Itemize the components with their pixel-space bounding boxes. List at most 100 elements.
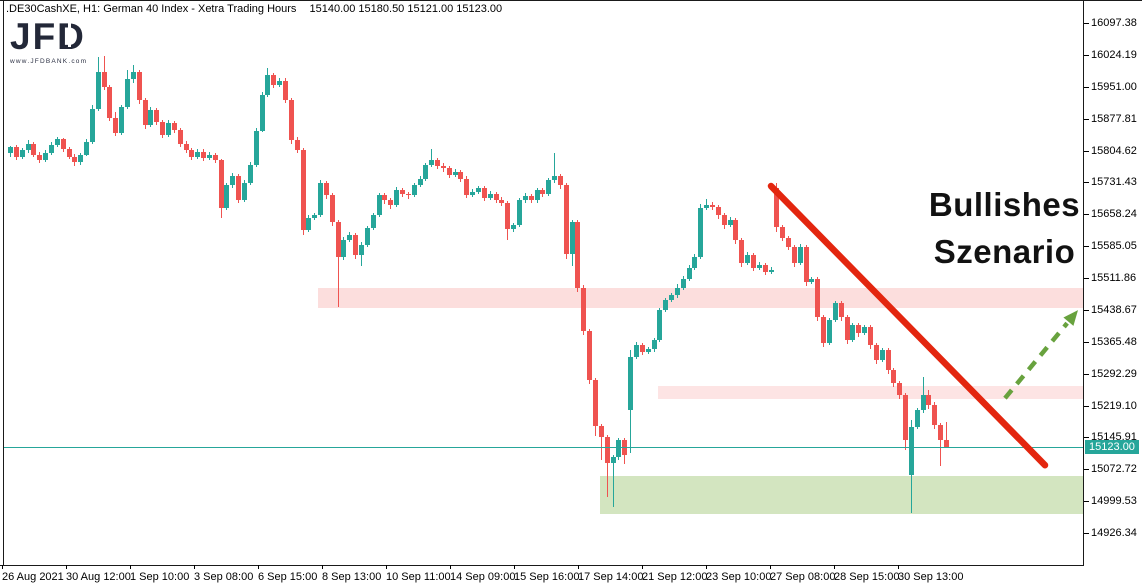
time-axis-label: 10 Sep 11:00 xyxy=(386,571,451,583)
candle xyxy=(470,191,476,196)
candle xyxy=(347,235,353,240)
price-axis-label: 16024.19 xyxy=(1091,48,1137,61)
candle xyxy=(388,200,394,206)
candle xyxy=(458,172,464,179)
candle xyxy=(318,182,324,216)
price-axis-tick xyxy=(1084,469,1089,471)
candle xyxy=(446,168,452,176)
candle xyxy=(774,187,780,227)
candle xyxy=(944,439,949,448)
candle xyxy=(593,380,598,427)
candle xyxy=(745,254,751,264)
candle xyxy=(867,327,873,346)
time-axis-tick xyxy=(898,565,899,569)
time-axis-label: 21 Sep 12:00 xyxy=(642,571,708,583)
candle xyxy=(206,154,212,158)
price-axis-tick xyxy=(1084,23,1089,24)
candle xyxy=(505,203,511,229)
candle xyxy=(780,226,786,238)
price-axis-tick xyxy=(1084,533,1089,534)
candle xyxy=(686,267,692,279)
candle xyxy=(247,165,253,183)
time-axis-label: 23 Sep 10:00 xyxy=(706,571,772,583)
price-axis-tick xyxy=(1084,214,1089,216)
candle xyxy=(750,254,756,268)
price-axis[interactable]: 15123.00 16097.38 16024.19 15951.00 15877.8… xyxy=(1084,0,1142,565)
candle xyxy=(294,139,300,150)
time-axis-tick xyxy=(450,565,451,569)
candle xyxy=(710,205,715,208)
candle xyxy=(183,143,189,150)
price-axis-label: 15585.05 xyxy=(1091,240,1137,253)
candle xyxy=(165,122,171,136)
scenario-annotation-line2: Szenario xyxy=(933,233,1076,270)
time-axis-tick xyxy=(706,565,707,569)
candle xyxy=(493,193,499,200)
candle xyxy=(552,176,558,181)
price-axis-label: 15877.81 xyxy=(1091,112,1137,125)
price-axis-tick xyxy=(1084,341,1089,343)
resistance-zone-upper[interactable] xyxy=(318,287,1083,308)
price-axis-tick xyxy=(1084,182,1089,184)
candle xyxy=(481,188,487,199)
candle-wick xyxy=(554,153,556,183)
candle xyxy=(563,185,569,254)
price-axis-tick xyxy=(1084,246,1089,248)
candle xyxy=(107,87,113,118)
candle xyxy=(282,80,288,100)
price-axis-label: 15072.72 xyxy=(1091,463,1137,476)
candle xyxy=(791,247,797,264)
time-axis[interactable]: 26 Aug 2021 30 Aug 12:00 1 Sep 10:00 3 Sep … xyxy=(0,565,1142,588)
time-axis-tick xyxy=(66,565,67,569)
candle xyxy=(721,215,727,226)
price-axis-label: 15365.48 xyxy=(1091,335,1137,348)
price-axis-tick xyxy=(1084,373,1089,375)
candle xyxy=(657,310,663,341)
candle xyxy=(54,139,60,145)
price-axis-label: 15658.24 xyxy=(1091,208,1137,221)
time-axis-label: 3 Sep 08:00 xyxy=(194,571,254,583)
candle xyxy=(60,139,66,150)
candle xyxy=(926,395,932,406)
time-axis-tick xyxy=(130,565,131,569)
candle-wick xyxy=(600,423,602,460)
candle xyxy=(189,149,195,157)
candle xyxy=(142,100,148,126)
time-axis-label: 8 Sep 13:00 xyxy=(322,571,382,583)
symbol-info-text: .DE30CashXE, H1: German 40 Index - Xetra… xyxy=(6,3,297,15)
candle xyxy=(306,217,312,231)
price-axis-tick xyxy=(1084,150,1089,152)
time-axis-label: 27 Sep 08:00 xyxy=(770,571,836,583)
candle xyxy=(856,325,862,334)
time-axis-tick xyxy=(194,565,195,569)
scenario-annotation: Bullishes Szenario xyxy=(922,181,1087,275)
candle xyxy=(394,189,400,206)
price-axis-label: 15951.00 xyxy=(1091,80,1137,93)
resistance-zone-lower[interactable] xyxy=(658,385,1083,400)
chart-title: .DE30CashXE, H1: German 40 Index - Xetra… xyxy=(6,3,502,15)
plot-area[interactable] xyxy=(0,0,1085,565)
candle xyxy=(540,190,546,194)
candle xyxy=(119,106,125,133)
candle xyxy=(43,152,49,161)
candle xyxy=(8,147,13,153)
price-axis-border xyxy=(1083,1,1084,565)
ohlc-quote-text: 15140.00 15180.50 15121.00 15123.00 xyxy=(309,3,503,15)
candle xyxy=(435,159,441,166)
candle xyxy=(844,317,850,341)
support-zone-green[interactable] xyxy=(600,475,1083,514)
candle-wick xyxy=(612,454,614,508)
time-axis-border xyxy=(0,565,1084,566)
candle xyxy=(575,222,581,288)
price-axis-label: 15731.43 xyxy=(1091,176,1137,189)
candle xyxy=(832,303,838,321)
price-axis-label: 15219.10 xyxy=(1091,399,1137,412)
candle xyxy=(598,426,604,438)
candle xyxy=(370,215,376,229)
candle xyxy=(850,325,856,341)
candle xyxy=(522,196,528,201)
candle xyxy=(218,160,224,209)
candle xyxy=(364,228,370,245)
candle xyxy=(341,239,347,258)
candle xyxy=(177,129,183,144)
